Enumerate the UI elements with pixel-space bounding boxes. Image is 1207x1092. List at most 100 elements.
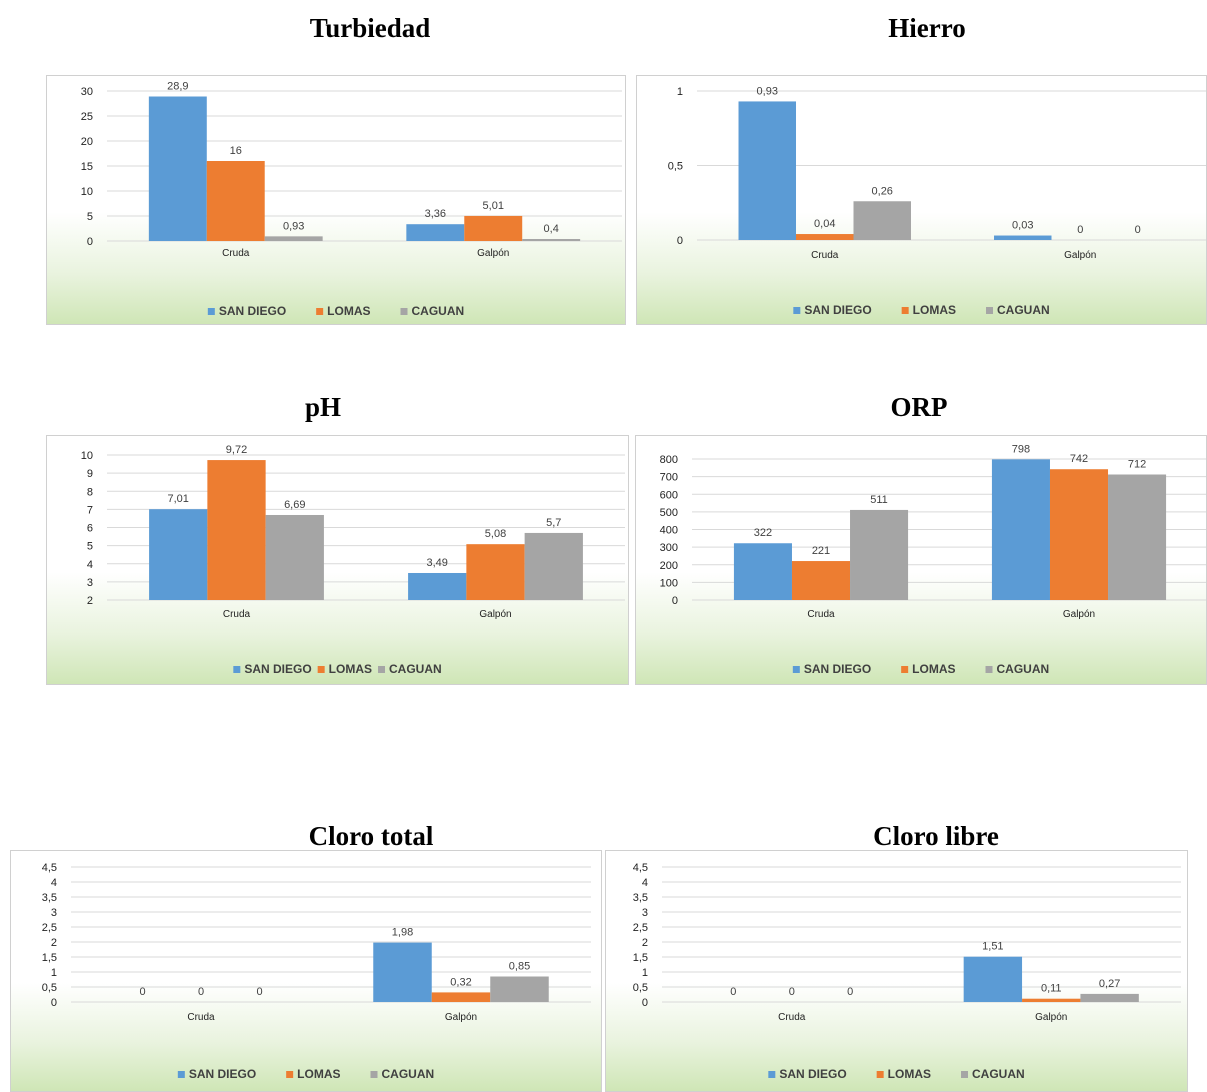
y-tick-label: 4	[642, 877, 648, 889]
x-category-label: Galpón	[1063, 609, 1095, 620]
data-label: 511	[870, 494, 888, 506]
y-tick-label: 4,5	[633, 862, 648, 874]
y-tick-label: 1	[642, 967, 648, 979]
bar-lomas-cruda	[796, 234, 854, 240]
y-tick-label: 7	[87, 504, 93, 516]
chart-svg-cloro-total: 0 0,5 1 1,5 2 2,5 3 3,5 4 4,5 0 0 0 Cruda 1,98 0,32 0,85…	[42, 862, 591, 1081]
bar-caguan-cruda	[850, 509, 909, 600]
chart-cloro-libre: 0 0,5 1 1,5 2 2,5 3 3,5 4 4,5 0 0 0 Cruda 1,51 0,11 0,27…	[605, 850, 1188, 1092]
y-tick-label: 20	[81, 136, 93, 148]
legend-swatch	[901, 307, 909, 314]
legend-swatch	[370, 1071, 378, 1078]
bar-lomas-galpon	[466, 544, 525, 600]
y-tick-label: 6	[87, 523, 93, 535]
data-label: 0	[139, 986, 145, 998]
bar-lomas-cruda	[791, 561, 851, 600]
y-tick-label: 800	[660, 454, 678, 466]
data-label: 0,93	[757, 85, 778, 97]
x-category-label: Galpón	[1035, 1012, 1067, 1023]
chart-svg-turbiedad: 0 5 10 15 20 25 30 28,9 16 0,93 Cruda 3,36 5,01 0,4 Ga…	[81, 81, 622, 318]
y-tick-label: 4	[51, 877, 57, 889]
legend-label-caguan: CAGUAN	[382, 1067, 435, 1081]
bar-san-diego-galpon	[963, 956, 1023, 1002]
y-tick-label: 1,5	[633, 952, 648, 964]
y-tick-label: 15	[81, 161, 93, 173]
chart-title-ph: pH	[304, 392, 342, 422]
legend-label-lomas: LOMAS	[912, 662, 955, 676]
legend-label-caguan: CAGUAN	[412, 304, 465, 318]
y-tick-label: 0,5	[42, 982, 57, 994]
data-label: 9,72	[226, 444, 247, 456]
x-category-label: Cruda	[778, 1012, 806, 1023]
bar-lomas-galpon	[431, 992, 491, 1002]
data-label: 322	[754, 527, 772, 539]
data-label: 0	[198, 986, 204, 998]
chart-svg-ph: 2 3 4 5 6 7 8 9 10 7,01 9,72 6,69 Cruda 3,49 5,08 5,7 Ga…	[81, 444, 625, 676]
y-tick-label: 8	[87, 486, 93, 498]
data-label: 0	[256, 986, 262, 998]
legend-label-lomas: LOMAS	[297, 1067, 340, 1081]
bar-caguan-galpon	[524, 532, 583, 600]
y-tick-label: 0	[87, 236, 93, 248]
y-tick-label: 1	[51, 967, 57, 979]
chart-title-orp: ORP	[890, 392, 948, 422]
legend-label-san-diego: SAN DIEGO	[244, 662, 311, 676]
legend-label-caguan: CAGUAN	[997, 662, 1050, 676]
legend-swatch	[876, 1071, 884, 1078]
bar-san-diego-galpon	[991, 459, 1050, 600]
x-category-label: Galpón	[477, 248, 509, 259]
y-tick-label: 25	[81, 111, 93, 123]
y-tick-label: 300	[660, 542, 678, 554]
data-label: 0,26	[872, 185, 893, 197]
chart-turbiedad: 0 5 10 15 20 25 30 28,9 16 0,93 Cruda 3,36 5,01 0,4 Ga…	[46, 75, 626, 325]
data-label: 0	[730, 986, 736, 998]
bar-caguan-galpon	[490, 976, 549, 1002]
bar-san-diego-cruda	[148, 96, 207, 241]
bar-lomas-galpon	[1022, 998, 1081, 1002]
bar-lomas-galpon	[464, 215, 523, 241]
data-label: 28,9	[167, 81, 188, 93]
legend-label-san-diego: SAN DIEGO	[779, 1067, 846, 1081]
y-tick-label: 2	[87, 595, 93, 607]
data-label: 1,51	[982, 941, 1003, 953]
bar-san-diego-cruda	[149, 509, 208, 600]
y-tick-label: 9	[87, 468, 93, 480]
y-tick-label: 5	[87, 211, 93, 223]
data-label: 742	[1070, 453, 1088, 465]
bar-caguan-galpon	[1108, 474, 1167, 600]
data-label: 5,08	[485, 528, 506, 540]
data-label: 0,85	[509, 961, 530, 973]
x-category-label: Cruda	[811, 250, 839, 261]
legend-label-caguan: CAGUAN	[389, 662, 442, 676]
legend-swatch	[985, 666, 993, 673]
y-tick-label: 10	[81, 186, 93, 198]
legend-swatch	[286, 1071, 294, 1078]
data-label: 0,32	[450, 976, 471, 988]
legend-swatch	[793, 307, 801, 314]
data-label: 5,01	[483, 200, 504, 212]
bar-san-diego-galpon	[373, 942, 432, 1002]
chart-cloro-total: 0 0,5 1 1,5 2 2,5 3 3,5 4 4,5 0 0 0 Cruda 1,98 0,32 0,85…	[10, 850, 602, 1092]
y-tick-label: 1	[677, 86, 683, 98]
y-tick-label: 3,5	[42, 892, 57, 904]
legend-swatch	[768, 1071, 776, 1078]
data-label: 0	[1135, 224, 1141, 236]
legend-label-lomas: LOMAS	[329, 662, 372, 676]
legend-swatch	[316, 308, 324, 315]
legend-swatch	[986, 307, 994, 314]
y-tick-label: 500	[660, 507, 678, 519]
data-label: 3,49	[427, 557, 448, 569]
legend-swatch	[233, 666, 241, 673]
data-label: 16	[230, 145, 242, 157]
data-label: 0,4	[544, 223, 559, 235]
y-tick-label: 4	[87, 559, 93, 571]
bar-caguan-cruda	[853, 201, 911, 240]
legend-swatch	[177, 1071, 185, 1078]
y-tick-label: 3	[642, 907, 648, 919]
legend-label-san-diego: SAN DIEGO	[804, 662, 871, 676]
x-category-label: Cruda	[222, 248, 250, 259]
data-label: 0,11	[1041, 983, 1062, 995]
y-tick-label: 0,5	[633, 982, 648, 994]
data-label: 7,01	[168, 493, 189, 505]
data-label: 3,36	[425, 208, 446, 220]
